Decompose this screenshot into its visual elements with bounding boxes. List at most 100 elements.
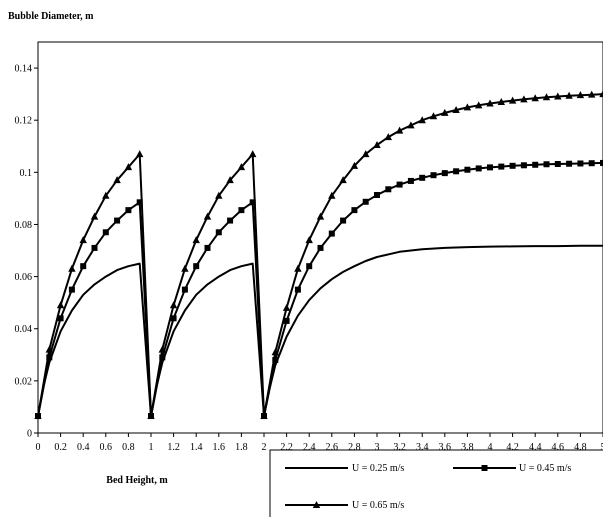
data-point-triangle: [68, 264, 76, 272]
x-tick-label: 4: [488, 442, 493, 453]
data-point-triangle: [452, 106, 460, 114]
data-point-triangle: [294, 264, 302, 272]
y-tick-label: 0.06: [15, 272, 33, 283]
y-tick-label: 0.02: [15, 376, 33, 387]
data-point-square: [328, 230, 335, 237]
data-point-square: [374, 192, 380, 199]
data-point-square: [136, 199, 143, 206]
data-point-triangle: [395, 126, 404, 134]
data-point-square: [498, 163, 505, 170]
data-point-square: [566, 160, 573, 167]
legend-label-1: U = 0.25 m/s: [352, 463, 404, 474]
data-point-square: [464, 166, 471, 173]
data-point-triangle: [45, 345, 53, 353]
data-point-triangle: [362, 150, 370, 158]
legend-entry-3: U = 0.65 m/s: [285, 500, 404, 511]
x-tick-label: 1.4: [190, 442, 203, 453]
series-line: [37, 93, 603, 418]
x-tick-label: 0.2: [54, 442, 67, 453]
data-point-triangle: [124, 163, 133, 171]
y-tick-label: 0.1: [20, 168, 33, 179]
data-point-triangle: [158, 345, 166, 353]
data-point-square: [125, 207, 132, 214]
data-point-triangle: [328, 191, 336, 199]
x-tick-label: 2.6: [326, 442, 339, 453]
data-point-triangle: [531, 94, 539, 102]
data-point-square: [554, 160, 561, 167]
data-point-square: [46, 354, 53, 361]
data-point-square: [170, 315, 177, 322]
x-tick-label: 3: [375, 442, 380, 453]
data-point-square: [577, 160, 584, 167]
data-point-square: [80, 263, 87, 270]
x-tick-label: 3.2: [393, 442, 406, 453]
data-point-triangle: [565, 91, 573, 99]
data-point-triangle: [249, 150, 257, 158]
data-point-triangle: [576, 91, 585, 99]
data-point-triangle: [34, 412, 42, 420]
data-point-square: [543, 161, 550, 168]
data-point-square: [475, 165, 482, 172]
data-point-triangle: [508, 96, 517, 104]
data-point-square: [487, 164, 493, 171]
x-tick-label: 1.8: [235, 442, 248, 453]
x-tick-label: 1: [149, 442, 154, 453]
legend-box: [269, 449, 603, 517]
data-point-triangle: [271, 348, 279, 356]
x-tick-label: 0: [36, 442, 41, 453]
y-axis-label: Bubble Diameter, m: [8, 11, 94, 22]
data-point-triangle: [181, 264, 189, 272]
x-tick-label: 4.2: [506, 442, 519, 453]
series-line: [37, 244, 603, 418]
x-tick-label: 1.2: [167, 442, 180, 453]
y-tick-label: 0.12: [15, 116, 33, 127]
data-point-square: [159, 354, 166, 361]
data-point-triangle: [56, 301, 65, 309]
series-layer: [34, 90, 603, 420]
data-point-square: [227, 217, 234, 224]
x-tick-label: 1.6: [213, 442, 226, 453]
data-point-square: [362, 198, 369, 205]
data-point-square: [317, 244, 324, 251]
data-point-triangle: [79, 236, 87, 244]
data-point-triangle: [373, 140, 381, 148]
data-point-triangle: [282, 303, 291, 311]
y-axis-ticks: 0 0.02 0.04 0.06 0.08 0.1 0.12 0.14: [15, 64, 38, 440]
data-point-square: [249, 199, 256, 206]
data-point-triangle: [350, 161, 359, 169]
data-point-triangle: [463, 103, 472, 111]
x-tick-label: 3.6: [439, 442, 452, 453]
data-point-triangle: [215, 191, 223, 199]
x-tick-label: 0.4: [77, 442, 90, 453]
data-point-square: [238, 207, 245, 214]
data-point-triangle: [599, 90, 603, 98]
data-point-square: [453, 168, 460, 175]
x-tick-label: 4.6: [552, 442, 565, 453]
x-tick-label: 5: [601, 442, 603, 453]
data-point-triangle: [316, 212, 325, 220]
x-tick-label: 2.4: [303, 442, 316, 453]
plot-area: [37, 41, 603, 434]
data-point-triangle: [113, 176, 121, 184]
y-tick-label: 0: [27, 429, 32, 440]
x-tick-label: 3.4: [416, 442, 429, 453]
data-point-triangle: [147, 412, 155, 420]
data-point-triangle: [429, 112, 438, 120]
data-point-square: [441, 170, 448, 177]
x-tick-label: 4.4: [529, 442, 542, 453]
x-tick-label: 0.6: [100, 442, 113, 453]
x-tick-label: 2: [262, 442, 267, 453]
data-point-triangle: [260, 412, 268, 420]
x-tick-label: 3.8: [461, 442, 474, 453]
data-point-triangle: [520, 95, 528, 103]
data-point-triangle: [136, 150, 144, 158]
data-point-square: [102, 229, 109, 236]
data-point-triangle: [407, 121, 415, 129]
data-point-square: [294, 286, 301, 293]
data-point-triangle: [339, 176, 347, 184]
data-point-triangle: [554, 92, 562, 100]
data-point-square: [600, 159, 603, 166]
series-1: [37, 244, 603, 418]
data-point-square: [306, 263, 313, 270]
data-point-square: [181, 286, 188, 293]
